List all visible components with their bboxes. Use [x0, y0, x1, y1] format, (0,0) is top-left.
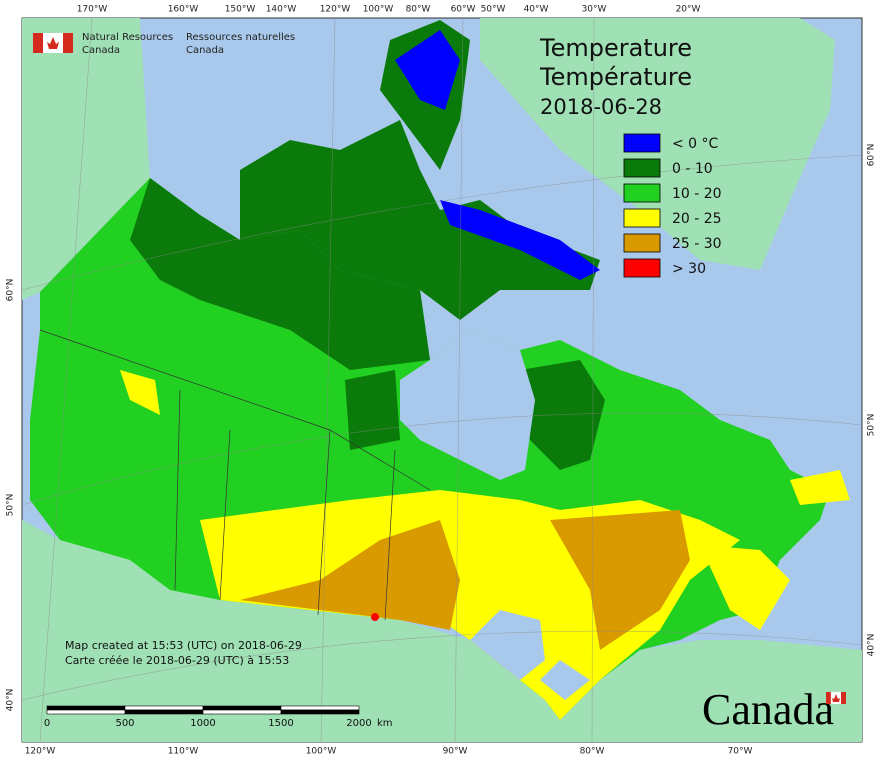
scale-label: 0 [44, 718, 50, 729]
lon-label: 160°W [168, 5, 199, 15]
legend-label: < 0 °C [672, 136, 719, 152]
lon-label: 120°W [320, 5, 351, 15]
dept-fr: Ressources naturelles [186, 32, 295, 43]
scale-segment [202, 709, 282, 715]
legend-label: 25 - 30 [672, 236, 722, 252]
lat-label: 50°N [867, 414, 877, 437]
scale-unit: km [377, 718, 393, 729]
arctic-islands [240, 120, 600, 320]
lat-label: 40°N [6, 689, 16, 712]
lat-label: 60°N [6, 279, 16, 302]
lon-label: 100°W [306, 747, 337, 757]
scale-bar: 0 500 1000 1500 2000 km [44, 705, 393, 729]
very-hot-spot [371, 613, 379, 621]
lat-label: 40°N [867, 634, 877, 657]
created-en: Map created at 15:53 (UTC) on 2018-06-29 [65, 639, 302, 652]
lon-label: 20°W [676, 5, 701, 15]
footer: Map created at 15:53 (UTC) on 2018-06-29… [65, 639, 302, 667]
lon-label: 80°W [580, 747, 605, 757]
scale-segment [46, 709, 126, 715]
great-lakes [470, 610, 590, 700]
title: Temperature Température 2018-06-28 [539, 34, 692, 119]
lat-label: 50°N [6, 494, 16, 517]
scale-segment [202, 705, 282, 711]
lon-label: 100°W [363, 5, 394, 15]
title-date: 2018-06-28 [540, 95, 662, 119]
scale-label: 1500 [268, 718, 293, 729]
legend-label: 10 - 20 [672, 186, 722, 202]
wordmark: Canada [702, 685, 834, 734]
lon-label: 120°W [25, 747, 56, 757]
alaska [22, 18, 150, 300]
cold-areas [395, 30, 600, 280]
legend-swatch [623, 183, 661, 203]
legend-label: > 30 [672, 261, 706, 277]
dept-fr: Canada [186, 45, 224, 56]
north-region [130, 178, 430, 370]
lon-label: 40°W [524, 5, 549, 15]
legend-swatch [623, 233, 661, 253]
graticule-labels: 170°W 160°W 150°W 140°W 120°W 100°W 80°W 60°W 50… [6, 5, 877, 757]
lon-label: 140°W [266, 5, 297, 15]
scale-segment [280, 709, 360, 715]
lon-label: 70°W [728, 747, 753, 757]
wordmark-flag [826, 691, 846, 705]
lon-label: 60°W [451, 5, 476, 15]
dept-en: Natural Resources [82, 32, 173, 43]
legend-swatch [623, 258, 661, 278]
united-states [22, 520, 862, 742]
graticule-lines [21, 17, 863, 743]
scale-label: 1000 [190, 718, 215, 729]
scale-label: 2000 [346, 718, 371, 729]
lat-label: 60°N [867, 144, 877, 167]
legend-swatch [623, 133, 661, 153]
scale-segment [280, 705, 360, 711]
created-fr: Carte créée le 2018-06-29 (UTC) à 15:53 [65, 654, 289, 667]
scale-segment [124, 705, 204, 711]
boundaries [39, 329, 431, 621]
legend: < 0 °C 0 - 10 10 - 20 20 - 25 25 - 30 > 30 [623, 133, 722, 278]
title-line: Température [539, 63, 692, 91]
hot-areas [240, 510, 690, 650]
lon-label: 30°W [582, 5, 607, 15]
scale-segment [124, 709, 204, 715]
dept-en: Canada [82, 45, 120, 56]
lon-label: 150°W [225, 5, 256, 15]
lon-label: 170°W [77, 5, 108, 15]
legend-label: 0 - 10 [672, 161, 713, 177]
header: Natural Resources Canada Ressources natu… [82, 32, 295, 56]
land [22, 18, 862, 742]
scale-label: 500 [115, 718, 134, 729]
nrcan-logo [33, 33, 73, 53]
hudson-west [345, 370, 400, 450]
quebec-north [520, 360, 605, 470]
lon-label: 110°W [168, 747, 199, 757]
lon-label: 90°W [443, 747, 468, 757]
hudson-bay [400, 330, 535, 480]
lon-label: 50°W [481, 5, 506, 15]
legend-swatch [623, 158, 661, 178]
legend-label: 20 - 25 [672, 211, 722, 227]
lon-label: 80°W [406, 5, 431, 15]
scale-segment [46, 705, 126, 711]
title-line: Temperature [539, 34, 692, 62]
legend-swatch [623, 208, 661, 228]
